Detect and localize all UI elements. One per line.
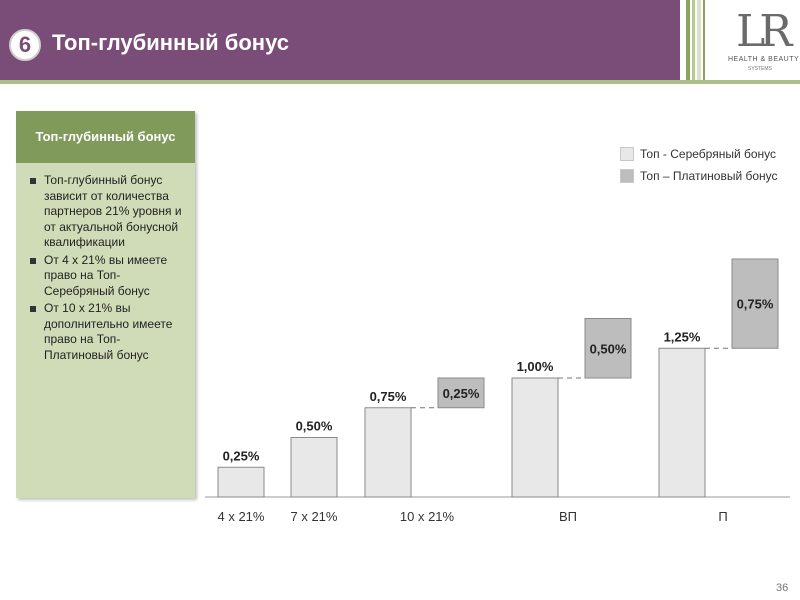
bar-silver (217, 466, 265, 498)
bar-label-platinum: 0,50% (590, 341, 627, 356)
legend-label-silver: Топ - Серебряный бонус (640, 147, 777, 161)
bar-platinum (731, 258, 779, 349)
bar-silver (290, 437, 338, 498)
panel-title: Топ-глубинный бонус (16, 111, 195, 163)
step-number-badge: 6 (9, 29, 41, 61)
panel-bullet: От 10 x 21% вы дополнительно имеете прав… (28, 301, 188, 363)
logo-subtext: SYSTEMS (748, 66, 772, 72)
panel-bullet-list: Топ-глубинный бонус зависит от количеств… (28, 173, 188, 365)
bar-label-platinum: 0,25% (443, 386, 480, 401)
legend-swatch-platinum (620, 169, 634, 183)
bullet-square-icon (30, 178, 36, 184)
category-tick-label: П (718, 509, 727, 524)
bar-silver (364, 407, 412, 498)
bar-platinum (584, 318, 632, 379)
bar-label-silver: 0,50% (296, 419, 333, 434)
bar-label-silver: 1,00% (517, 359, 554, 374)
legend-item-platinum: Топ – Платиновый бонус (620, 168, 800, 186)
page-title: Топ-глубинный бонус (52, 30, 289, 55)
panel-bullet: Топ-глубинный бонус зависит от количеств… (28, 173, 188, 251)
bar-label-silver: 1,25% (664, 329, 701, 344)
bar-label-platinum: 0,75% (737, 297, 774, 312)
legend-swatch-silver (620, 147, 634, 161)
legend-label-platinum: Топ – Платиновый бонус (640, 169, 778, 183)
panel-bullet: От 4 x 21% вы имеете право на Топ-Серебр… (28, 253, 188, 300)
page-number: 36 (776, 582, 789, 594)
bullet-square-icon (30, 257, 36, 264)
category-tick-label: 4 x 21% (218, 509, 265, 524)
legend-item-silver: Топ - Серебряный бонус (620, 146, 800, 164)
header-stripe (0, 80, 800, 84)
category-tick-label: 10 x 21% (400, 509, 455, 524)
bar-platinum (437, 377, 485, 409)
header-bar (0, 0, 800, 80)
bar-label-silver: 0,25% (223, 448, 260, 463)
logo-stripes (686, 0, 706, 80)
category-tick-label: ВП (559, 509, 577, 524)
category-tick-label: 7 x 21% (291, 509, 338, 524)
bullet-square-icon (30, 306, 36, 312)
bar-label-silver: 0,75% (370, 389, 407, 404)
bar-silver (511, 377, 559, 498)
logo-mark: LR (736, 6, 792, 57)
step-number: 6 (18, 32, 32, 57)
bar-silver (658, 347, 706, 498)
logo-text: HEALTH & BEAUTY (728, 56, 800, 63)
info-panel: Топ-глубинный бонус Топ-глубинный бонус … (16, 111, 195, 498)
